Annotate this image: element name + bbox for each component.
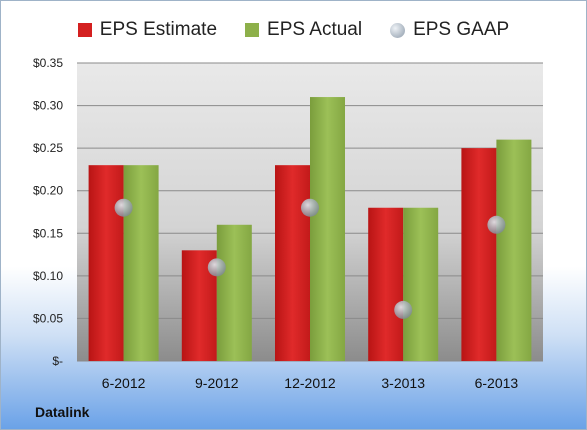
y-axis-labels: $0.35 $0.30 $0.25 $0.20 $0.15 $0.10 $0.05 $- — [33, 56, 63, 368]
bar-actual — [216, 224, 252, 361]
y-tick-label: $0.25 — [33, 141, 63, 155]
x-axis-labels: 6-2012 9-2012 12-2012 3-2013 6-2013 — [102, 375, 519, 391]
bar-actual — [496, 139, 532, 361]
x-tick-label: 12-2012 — [284, 375, 336, 391]
y-tick-label: $0.35 — [33, 56, 63, 70]
legend-item-gaap: EPS GAAP — [390, 17, 509, 43]
x-tick-label: 6-2013 — [475, 375, 519, 391]
y-tick-label: $0.05 — [33, 311, 63, 325]
y-tick-label: $0.20 — [33, 184, 63, 198]
x-tick-label: 9-2012 — [195, 375, 239, 391]
y-tick-label: $- — [52, 354, 63, 368]
point-gaap — [207, 258, 226, 277]
y-tick-label: $0.30 — [33, 99, 63, 113]
gaap-points — [114, 198, 506, 319]
legend-item-actual: EPS Actual — [245, 17, 362, 43]
point-gaap — [394, 300, 413, 319]
legend: EPS Estimate EPS Actual EPS GAAP — [1, 17, 586, 43]
point-gaap — [114, 198, 133, 217]
legend-label-actual: EPS Actual — [267, 19, 363, 40]
estimate-swatch — [77, 23, 92, 37]
bars — [88, 97, 532, 362]
point-gaap — [487, 215, 506, 234]
x-tick-label: 3-2013 — [381, 375, 425, 391]
bar-estimate — [368, 207, 404, 361]
bar-estimate — [461, 148, 497, 361]
y-tick-label: $0.15 — [33, 226, 63, 240]
bar-actual — [123, 165, 159, 361]
y-tick-label: $0.10 — [33, 269, 63, 283]
actual-swatch — [245, 23, 260, 37]
bar-estimate — [275, 165, 310, 361]
legend-item-estimate: EPS Estimate — [77, 17, 218, 43]
point-gaap — [301, 198, 319, 217]
bar-estimate — [88, 165, 124, 361]
brand-label: Datalink — [35, 404, 90, 420]
bar-actual — [403, 207, 439, 361]
x-tick-label: 6-2012 — [102, 375, 146, 391]
gaap-swatch — [390, 22, 406, 38]
legend-label-estimate: EPS Estimate — [99, 19, 218, 40]
bar-actual — [310, 97, 345, 362]
legend-label-gaap: EPS GAAP — [413, 19, 510, 40]
